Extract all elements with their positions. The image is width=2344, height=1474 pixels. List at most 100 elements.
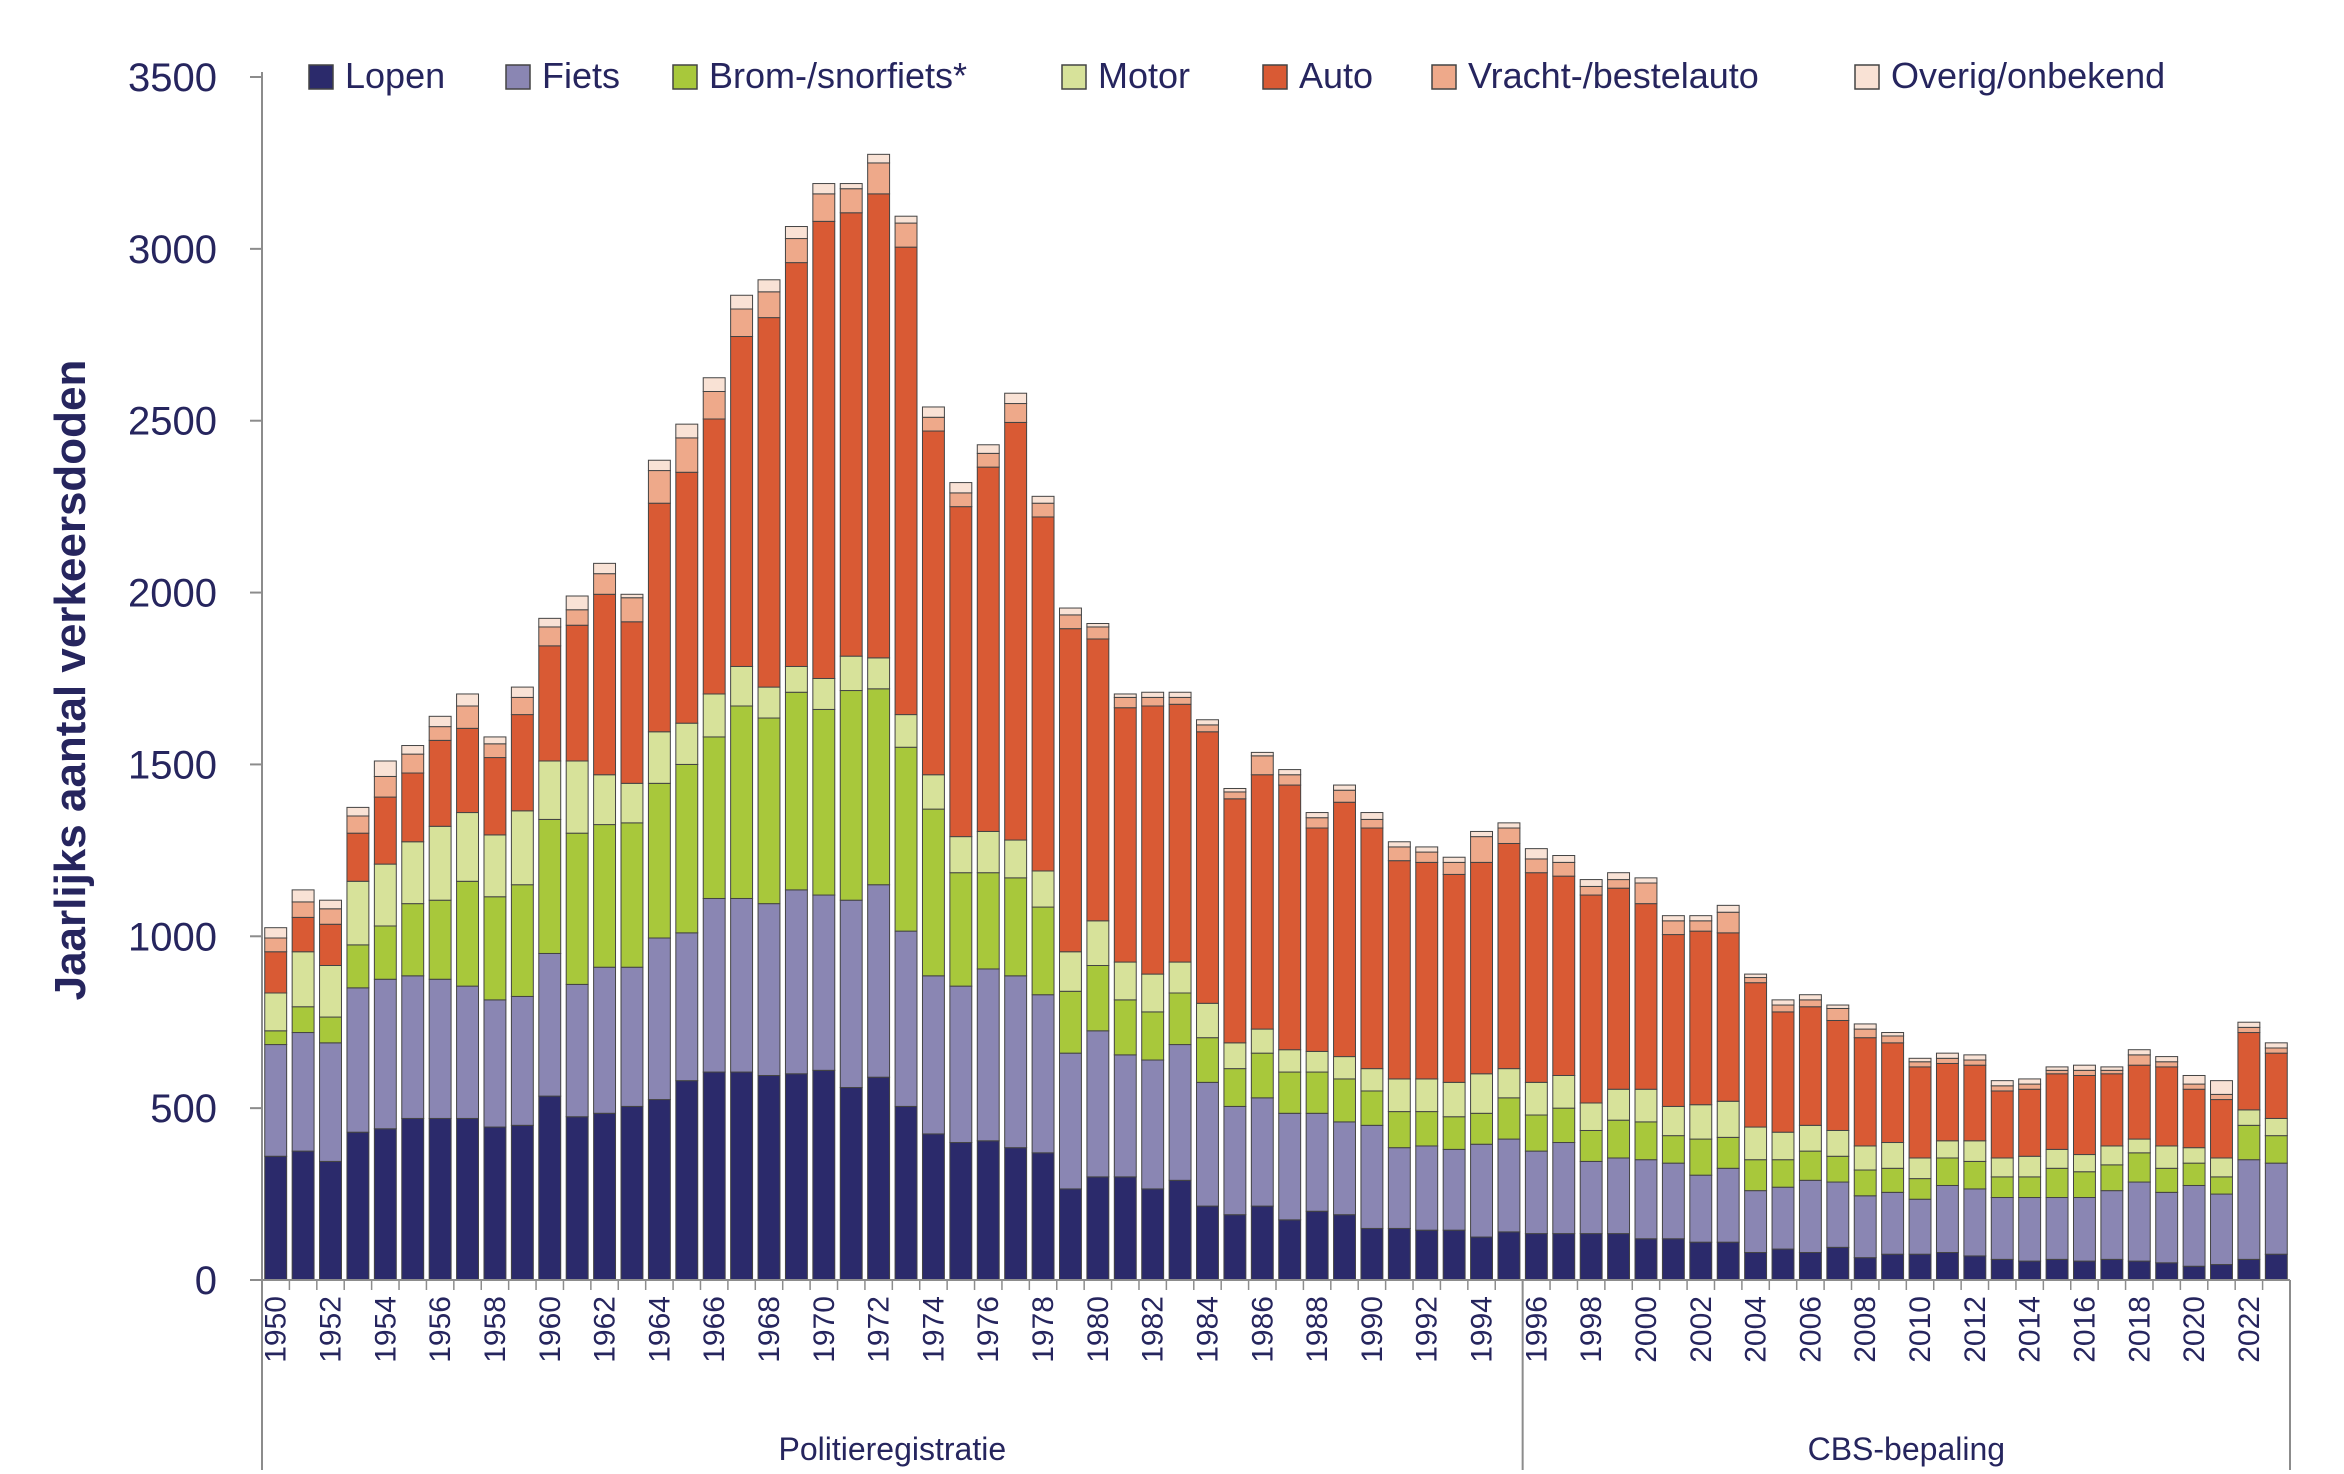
bar-segment-lopen-2002 bbox=[1689, 1241, 1713, 1281]
bar-segment-fiets-1991 bbox=[1387, 1147, 1411, 1229]
bar-segment-fiets-1983 bbox=[1168, 1044, 1192, 1181]
legend-item: Auto bbox=[1262, 55, 1373, 96]
bar-stack-1950 bbox=[264, 927, 288, 1281]
bar-segment-lopen-1987 bbox=[1278, 1219, 1302, 1281]
bar-segment-fiets-1981 bbox=[1113, 1054, 1137, 1178]
x-tick-label: 1998 bbox=[1575, 1296, 1608, 1363]
bar-segment-brom-snorfiets-2002 bbox=[1689, 1138, 1713, 1176]
bar-segment-vracht-bestelauto-1989 bbox=[1333, 789, 1356, 803]
bar-segment-fiets-1977 bbox=[1004, 975, 1028, 1149]
bar-segment-overig-onbekend-1988 bbox=[1305, 812, 1329, 819]
bar-segment-overig-onbekend-1970 bbox=[812, 183, 836, 195]
bar-segment-fiets-1970 bbox=[812, 894, 836, 1071]
bar-segment-fiets-2021 bbox=[2210, 1193, 2233, 1266]
bar-segment-lopen-2019 bbox=[2155, 1262, 2179, 1281]
bar-segment-overig-onbekend-2021 bbox=[2210, 1080, 2233, 1095]
bar-stack-1998 bbox=[1579, 879, 1603, 1281]
bar-segment-motor-2020 bbox=[2182, 1147, 2206, 1164]
bar-segment-lopen-2017 bbox=[2100, 1258, 2124, 1281]
bar-segment-lopen-2011 bbox=[1935, 1252, 1959, 1281]
bar-segment-fiets-2015 bbox=[2045, 1197, 2069, 1260]
bar-segment-vracht-bestelauto-1998 bbox=[1579, 885, 1603, 896]
bar-segment-overig-onbekend-1968 bbox=[757, 279, 781, 293]
bar-segment-auto-1992 bbox=[1415, 861, 1439, 1080]
bar-segment-auto-1977 bbox=[1004, 421, 1028, 841]
bar-segment-lopen-1971 bbox=[839, 1087, 863, 1281]
bar-segment-fiets-1962 bbox=[593, 966, 617, 1114]
bar-stack-2010 bbox=[1908, 1057, 1932, 1281]
bar-segment-vracht-bestelauto-2011 bbox=[1935, 1057, 1959, 1064]
bar-segment-overig-onbekend-1983 bbox=[1168, 691, 1192, 698]
bar-segment-overig-onbekend-1990 bbox=[1360, 812, 1384, 820]
bar-stack-2014 bbox=[2018, 1078, 2042, 1281]
legend: Lopen Fiets Brom-/snorfiets* Motor Auto Vrach… bbox=[308, 55, 2165, 96]
bar-segment-brom-snorfiets-2008 bbox=[1853, 1169, 1877, 1197]
bar-stack-2009 bbox=[1881, 1032, 1905, 1281]
bar-segment-overig-onbekend-1989 bbox=[1333, 784, 1356, 791]
bar-stack-1986 bbox=[1250, 751, 1274, 1281]
legend-label: Overig/onbekend bbox=[1891, 55, 2165, 96]
x-tick-label: 2016 bbox=[2068, 1296, 2101, 1363]
bar-segment-lopen-2022 bbox=[2237, 1258, 2261, 1281]
bar-stack-1960 bbox=[538, 617, 562, 1281]
bar-stack-1979 bbox=[1058, 607, 1082, 1281]
bar-stack-1959 bbox=[510, 686, 534, 1281]
bar-segment-overig-onbekend-1977 bbox=[1004, 392, 1028, 405]
bar-segment-auto-2006 bbox=[1798, 1006, 1822, 1126]
y-tick-label: 3500 bbox=[128, 56, 217, 100]
bar-stack-2001 bbox=[1661, 915, 1685, 1281]
bar-segment-overig-onbekend-2018 bbox=[2127, 1049, 2151, 1056]
bar-segment-overig-onbekend-1984 bbox=[1196, 719, 1219, 726]
bar-segment-vracht-bestelauto-1955 bbox=[401, 753, 425, 774]
bar-stack-2017 bbox=[2100, 1066, 2124, 1281]
bar-segment-auto-1990 bbox=[1360, 827, 1384, 1070]
bar-segment-motor-2005 bbox=[1771, 1131, 1795, 1161]
bar-segment-lopen-2018 bbox=[2127, 1260, 2151, 1281]
bar-segment-motor-1979 bbox=[1058, 951, 1082, 992]
bar-stack-1952 bbox=[319, 899, 342, 1281]
x-tick-label: 1978 bbox=[1027, 1296, 1060, 1363]
bar-stack-2022 bbox=[2237, 1021, 2261, 1281]
bar-segment-vracht-bestelauto-2018 bbox=[2127, 1054, 2151, 1066]
bar-segment-overig-onbekend-1957 bbox=[456, 693, 480, 707]
bar-segment-vracht-bestelauto-1993 bbox=[1442, 861, 1466, 875]
bar-segment-vracht-bestelauto-1950 bbox=[264, 937, 288, 953]
bar-segment-vracht-bestelauto-1972 bbox=[867, 162, 891, 195]
bar-segment-brom-snorfiets-2010 bbox=[1908, 1178, 1932, 1200]
bar-segment-brom-snorfiets-1953 bbox=[346, 944, 370, 989]
bar-segment-auto-1965 bbox=[675, 471, 699, 724]
bar-stack-1961 bbox=[565, 595, 589, 1281]
bar-segment-lopen-2015 bbox=[2045, 1258, 2069, 1281]
bar-segment-auto-1979 bbox=[1058, 628, 1082, 953]
bar-segment-brom-snorfiets-2021 bbox=[2210, 1176, 2233, 1195]
bar-segment-vracht-bestelauto-1981 bbox=[1113, 696, 1137, 709]
bar-segment-vracht-bestelauto-1983 bbox=[1168, 696, 1192, 705]
bar-segment-vracht-bestelauto-1984 bbox=[1196, 724, 1219, 733]
bar-segment-vracht-bestelauto-2016 bbox=[2072, 1069, 2096, 1076]
bar-segment-brom-snorfiets-1969 bbox=[784, 691, 808, 891]
bar-stack-1965 bbox=[675, 423, 699, 1281]
bar-segment-lopen-1986 bbox=[1250, 1205, 1274, 1281]
bar-segment-auto-1984 bbox=[1196, 731, 1219, 1004]
bar-segment-lopen-2000 bbox=[1634, 1238, 1658, 1281]
bar-segment-overig-onbekend-2019 bbox=[2155, 1056, 2179, 1063]
bar-segment-brom-snorfiets-1971 bbox=[839, 690, 863, 901]
bar-segment-fiets-2023 bbox=[2264, 1162, 2288, 1255]
bar-stack-2004 bbox=[1744, 973, 1768, 1281]
bar-segment-motor-1978 bbox=[1031, 870, 1055, 908]
bar-segment-brom-snorfiets-1995 bbox=[1497, 1097, 1521, 1140]
bar-segment-fiets-1999 bbox=[1607, 1157, 1631, 1235]
bar-segment-auto-1983 bbox=[1168, 703, 1192, 963]
bar-segment-lopen-1982 bbox=[1141, 1188, 1165, 1281]
bar-segment-lopen-1957 bbox=[456, 1117, 480, 1281]
bar-stack-1975 bbox=[949, 482, 973, 1281]
bar-segment-motor-1985 bbox=[1223, 1042, 1247, 1070]
bar-segment-overig-onbekend-1991 bbox=[1387, 841, 1411, 848]
bar-segment-overig-onbekend-2011 bbox=[1935, 1052, 1959, 1059]
bar-stack-1962 bbox=[593, 562, 617, 1281]
bar-segment-fiets-1994 bbox=[1470, 1143, 1494, 1238]
bar-stack-1966 bbox=[702, 377, 726, 1281]
bar-segment-motor-1969 bbox=[784, 665, 808, 693]
x-tick-label: 1960 bbox=[534, 1296, 567, 1363]
bar-segment-motor-1998 bbox=[1579, 1102, 1603, 1131]
